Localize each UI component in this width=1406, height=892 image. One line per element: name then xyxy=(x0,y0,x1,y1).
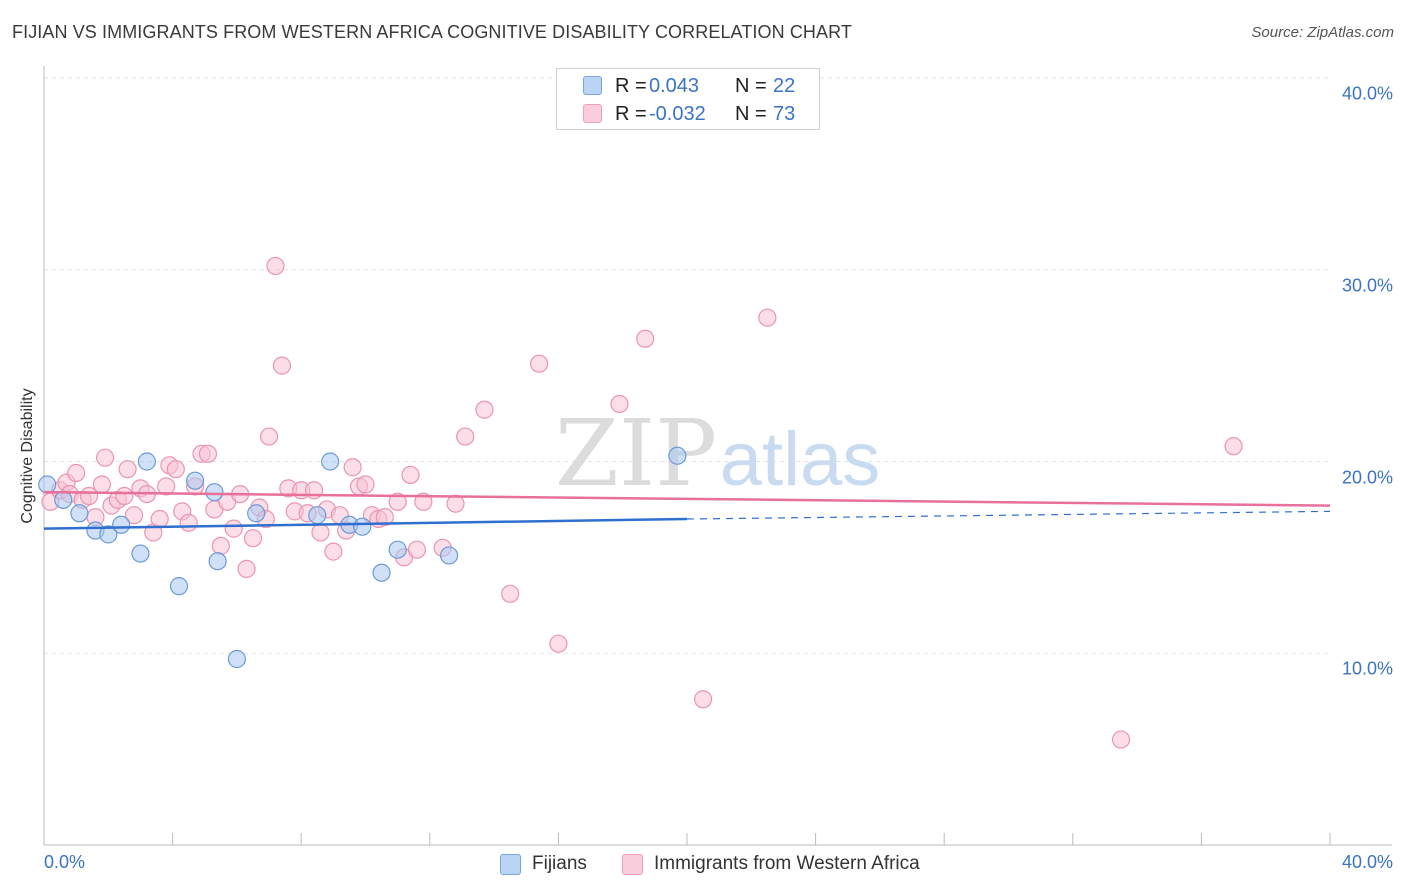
point-fijians xyxy=(99,525,118,544)
point-western-africa xyxy=(243,529,263,548)
point-western-africa xyxy=(259,427,279,446)
legend-row-fijians: R = 0.043 N = 22 xyxy=(557,73,819,101)
point-fijians xyxy=(137,452,156,471)
point-western-africa xyxy=(166,460,185,479)
point-western-africa xyxy=(124,506,144,525)
x-tick-label: 0.0% xyxy=(44,852,86,872)
point-western-africa xyxy=(1111,730,1131,749)
point-western-africa xyxy=(501,584,520,603)
point-western-africa xyxy=(224,519,243,538)
trend-line-fijians-extension xyxy=(686,510,1331,520)
legend-row-western-africa: R = -0.032 N = 73 xyxy=(557,101,819,129)
point-fijians xyxy=(169,577,189,596)
watermark: ZIP atlas xyxy=(555,400,880,507)
point-western-africa xyxy=(311,523,330,542)
point-fijians xyxy=(38,475,57,494)
point-western-africa xyxy=(67,463,86,483)
point-western-africa xyxy=(693,690,713,709)
point-fijians xyxy=(227,649,246,669)
point-fijians xyxy=(439,546,459,565)
point-western-africa xyxy=(758,308,777,327)
series-fijians xyxy=(38,446,687,669)
fijians-legend-swatch xyxy=(500,854,521,875)
point-western-africa xyxy=(356,475,375,494)
point-western-africa xyxy=(324,542,343,561)
point-fijians xyxy=(668,446,687,465)
point-fijians xyxy=(353,517,372,536)
point-western-africa xyxy=(179,513,198,532)
point-western-africa xyxy=(150,509,169,529)
point-fijians xyxy=(112,515,131,534)
point-fijians xyxy=(208,552,227,571)
point-western-africa xyxy=(414,492,433,511)
point-western-africa xyxy=(636,329,655,348)
point-western-africa xyxy=(115,486,134,506)
r-value: -0.032 xyxy=(649,103,706,125)
point-western-africa xyxy=(375,508,394,527)
western-africa-legend-label: Immigrants from Western Africa xyxy=(654,853,920,874)
source-prefix: Source: xyxy=(1251,24,1304,41)
point-fijians xyxy=(186,471,205,490)
point-western-africa xyxy=(549,634,568,653)
y-tick-label: 40.0% xyxy=(1341,83,1393,104)
r-value: 0.043 xyxy=(649,75,700,97)
point-western-africa xyxy=(388,492,407,511)
point-western-africa xyxy=(157,477,176,496)
point-western-africa xyxy=(198,444,218,463)
point-western-africa xyxy=(95,448,115,467)
point-fijians xyxy=(321,452,340,471)
point-western-africa xyxy=(118,460,137,479)
n-value: 73 xyxy=(773,103,796,125)
chart-source: Source: ZipAtlas.com xyxy=(1251,24,1394,41)
trend-line-fijians xyxy=(43,517,688,530)
r-label: R = xyxy=(615,75,647,97)
watermark-zip: ZIP xyxy=(555,400,717,507)
point-western-africa xyxy=(272,356,292,375)
fijians-legend-label: Fijians xyxy=(532,853,587,874)
gridlines xyxy=(44,77,1330,654)
watermark-atlas: atlas xyxy=(720,417,881,502)
point-fijians xyxy=(308,506,327,525)
n-value: 22 xyxy=(773,75,796,97)
point-western-africa xyxy=(266,256,285,276)
point-western-africa xyxy=(92,475,111,494)
point-fijians xyxy=(131,544,150,563)
point-fijians xyxy=(54,490,73,509)
chart-title: FIJIAN VS IMMIGRANTS FROM WESTERN AFRICA… xyxy=(12,22,852,42)
point-western-africa xyxy=(475,400,494,419)
x-tick-label: 40.0% xyxy=(1341,852,1393,872)
point-fijians xyxy=(70,504,89,523)
point-western-africa xyxy=(446,494,465,513)
point-western-africa xyxy=(1224,437,1243,456)
point-western-africa xyxy=(237,559,256,578)
point-fijians xyxy=(247,504,266,523)
point-western-africa xyxy=(343,458,362,477)
correlation-legend: R = 0.043 N = 22 R = -0.032 N = 73 xyxy=(556,68,820,130)
y-tick-label: 10.0% xyxy=(1341,658,1393,679)
point-western-africa xyxy=(211,536,230,555)
trendlines xyxy=(43,490,1331,530)
y-tick-label: 20.0% xyxy=(1341,467,1393,487)
point-western-africa xyxy=(407,540,427,559)
r-label: R = xyxy=(615,103,647,125)
axes xyxy=(43,66,1392,846)
fijians-swatch xyxy=(583,76,602,95)
y-tick-label: 30.0% xyxy=(1341,275,1393,296)
n-label: N = xyxy=(735,75,767,97)
point-fijians xyxy=(372,563,391,582)
trend-line-western-africa xyxy=(43,490,1331,507)
y-axis-label: Cognitive Disability xyxy=(19,388,36,524)
point-fijians xyxy=(205,483,224,502)
point-western-africa xyxy=(401,465,420,485)
point-fijians xyxy=(388,540,407,559)
western-africa-legend-swatch xyxy=(622,854,643,875)
source-value: ZipAtlas.com xyxy=(1307,24,1394,41)
western-africa-swatch xyxy=(583,104,602,123)
n-label: N = xyxy=(735,103,767,125)
point-western-africa xyxy=(456,427,475,446)
point-western-africa xyxy=(610,394,629,414)
point-western-africa xyxy=(530,354,549,373)
